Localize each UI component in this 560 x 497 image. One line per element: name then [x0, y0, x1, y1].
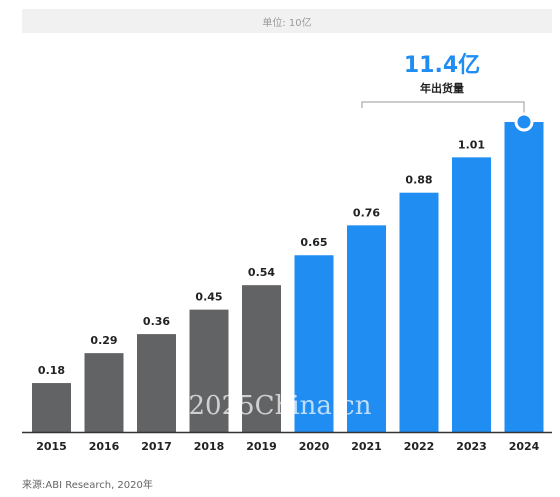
x-tick-labels-group: 2015 2016 2017 2018 2019 2020 2021 2022 2023 2024	[36, 440, 539, 453]
callout-marker-dot	[514, 112, 534, 132]
source-note: 来源:ABI Research, 2020年	[22, 480, 153, 491]
value-labels-group: 0.18 0.29 0.36 0.45 0.54 0.65 0.76 0.88 1.01	[38, 138, 485, 377]
x-tick-2020: 2020	[299, 440, 330, 453]
callout: 11.4亿 年出货量	[361, 53, 534, 132]
bar-chart: 0.18 0.29 0.36 0.45 0.54 0.65 0.76 0.88 1.01 201…	[22, 53, 552, 453]
value-label-2017: 0.36	[143, 315, 170, 328]
x-tick-2017: 2017	[141, 440, 172, 453]
unit-label: 单位: 10亿	[22, 9, 552, 33]
x-tick-2021: 2021	[351, 440, 382, 453]
value-label-2022: 0.88	[405, 174, 432, 187]
bar-2021	[347, 225, 386, 432]
value-label-2015: 0.18	[38, 364, 65, 377]
value-label-2019: 0.54	[248, 266, 275, 279]
x-tick-2018: 2018	[194, 440, 225, 453]
bar-2023	[452, 157, 491, 432]
bar-2015	[32, 383, 71, 432]
bar-2018	[189, 309, 229, 432]
callout-bracket-line	[361, 101, 525, 116]
callout-label: 年出货量	[420, 81, 464, 95]
value-label-2023: 1.01	[458, 138, 485, 151]
bar-2016	[84, 353, 124, 432]
bars-group	[32, 122, 544, 432]
bar-2024	[504, 122, 544, 432]
x-tick-2019: 2019	[246, 440, 277, 453]
x-tick-2022: 2022	[404, 440, 435, 453]
x-tick-2023: 2023	[456, 440, 487, 453]
callout-value: 11.4亿	[404, 53, 480, 78]
value-label-2018: 0.45	[195, 291, 222, 304]
watermark-text: 2025China.cn	[189, 391, 372, 421]
value-label-2021: 0.76	[353, 206, 380, 219]
x-tick-2015: 2015	[36, 440, 67, 453]
x-tick-2016: 2016	[89, 440, 120, 453]
value-label-2016: 0.29	[90, 334, 117, 347]
bar-2019	[242, 285, 281, 432]
bar-2022	[399, 192, 439, 432]
bar-2017	[137, 334, 176, 432]
bar-2020	[294, 255, 334, 432]
value-label-2020: 0.65	[300, 236, 327, 249]
x-tick-2024: 2024	[509, 440, 540, 453]
